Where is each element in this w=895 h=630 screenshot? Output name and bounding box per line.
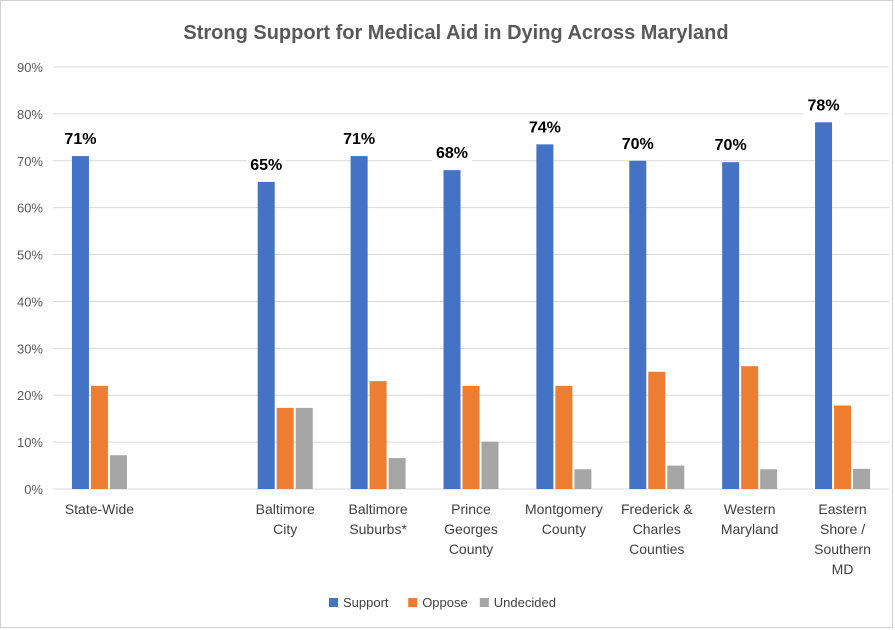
bar-support: [443, 170, 461, 489]
category-label: County: [449, 541, 493, 557]
chart-title: Strong Support for Medical Aid in Dying …: [183, 22, 728, 44]
data-label-bg: [60, 127, 101, 150]
y-tick-label: 30%: [17, 341, 43, 356]
data-label: 65%: [250, 157, 282, 174]
bar-undecided: [667, 465, 685, 489]
data-label: 71%: [64, 131, 96, 148]
category-label: Baltimore: [349, 501, 408, 517]
y-tick-label: 70%: [17, 154, 43, 169]
bar-undecided: [853, 468, 871, 489]
legend-swatch: [479, 598, 489, 607]
bar-oppose: [834, 405, 852, 489]
category-label: Baltimore: [256, 501, 315, 517]
category-label: State-Wide: [65, 501, 134, 517]
data-labels: 71% 65% 71% 68% 74% 70% 70% 78%: [60, 93, 844, 175]
bar-undecided: [574, 469, 592, 489]
bar-support: [815, 122, 833, 489]
bar-support: [71, 156, 89, 490]
legend-swatch: [408, 598, 418, 607]
bar-oppose: [555, 385, 573, 489]
bar-support: [536, 144, 554, 489]
data-label-bg: [524, 115, 565, 138]
data-label-bg: [246, 152, 287, 175]
legend-label: Oppose: [422, 595, 468, 610]
bar-oppose: [741, 366, 759, 489]
bar-support: [722, 162, 740, 489]
category-label: Eastern: [818, 501, 866, 517]
category-label: Montgomery: [525, 501, 603, 517]
y-tick-label: 40%: [17, 294, 43, 309]
y-tick-label: 60%: [17, 201, 43, 216]
category-label: Western: [724, 501, 776, 517]
category-label: Georges: [444, 521, 498, 537]
category-labels: State-Wide Baltimore City Baltimore Suburbs*…: [65, 501, 871, 577]
bar-oppose: [462, 385, 480, 489]
category-label: MD: [832, 561, 854, 577]
bar-undecided: [481, 441, 499, 489]
data-label: 70%: [622, 136, 654, 153]
data-label: 71%: [343, 131, 375, 148]
bar-oppose: [90, 385, 108, 489]
bar-oppose: [369, 381, 387, 489]
y-tick-label: 50%: [17, 248, 43, 263]
data-label-bg: [432, 141, 472, 164]
category-label: County: [542, 521, 586, 537]
y-tick-label: 20%: [17, 388, 43, 403]
y-tick-label: 10%: [17, 435, 43, 450]
bar-undecided: [388, 458, 406, 489]
bar-oppose: [648, 371, 666, 489]
data-label-bg: [803, 93, 844, 116]
category-label: Frederick &: [621, 501, 693, 517]
category-label: Suburbs*: [349, 521, 407, 537]
data-label: 74%: [529, 119, 561, 136]
data-label: 78%: [808, 97, 840, 114]
legend: Support Oppose Undecided: [329, 595, 556, 610]
bar-undecided: [295, 407, 313, 489]
data-label: 68%: [436, 145, 468, 162]
gridlines: [53, 66, 889, 490]
category-label: City: [273, 521, 297, 537]
category-label: Shore /: [820, 521, 865, 537]
category-label: Counties: [629, 541, 684, 557]
bar-support: [350, 156, 368, 490]
bar-undecided: [760, 469, 778, 489]
bar-undecided: [109, 455, 127, 489]
bars: [71, 122, 871, 490]
y-tick-label: 80%: [17, 107, 43, 122]
data-label-bg: [339, 127, 380, 150]
data-label-bg: [710, 133, 751, 156]
category-label: Prince: [451, 501, 491, 517]
bar-support: [257, 181, 275, 489]
category-label: Charles: [633, 521, 681, 537]
category-label: Southern: [814, 541, 871, 557]
data-label-bg: [617, 131, 658, 154]
category-label: Maryland: [721, 521, 779, 537]
legend-label: Undecided: [494, 595, 556, 610]
data-label: 70%: [715, 137, 747, 154]
legend-label: Support: [343, 595, 389, 610]
legend-swatch: [329, 598, 338, 607]
y-tick-label: 0%: [24, 482, 43, 497]
y-axis-ticks: 0% 10% 20% 30% 40% 50% 60% 70% 80% 90%: [17, 60, 43, 497]
bar-support: [629, 160, 647, 489]
y-tick-label: 90%: [17, 60, 43, 75]
bar-oppose: [276, 407, 294, 489]
